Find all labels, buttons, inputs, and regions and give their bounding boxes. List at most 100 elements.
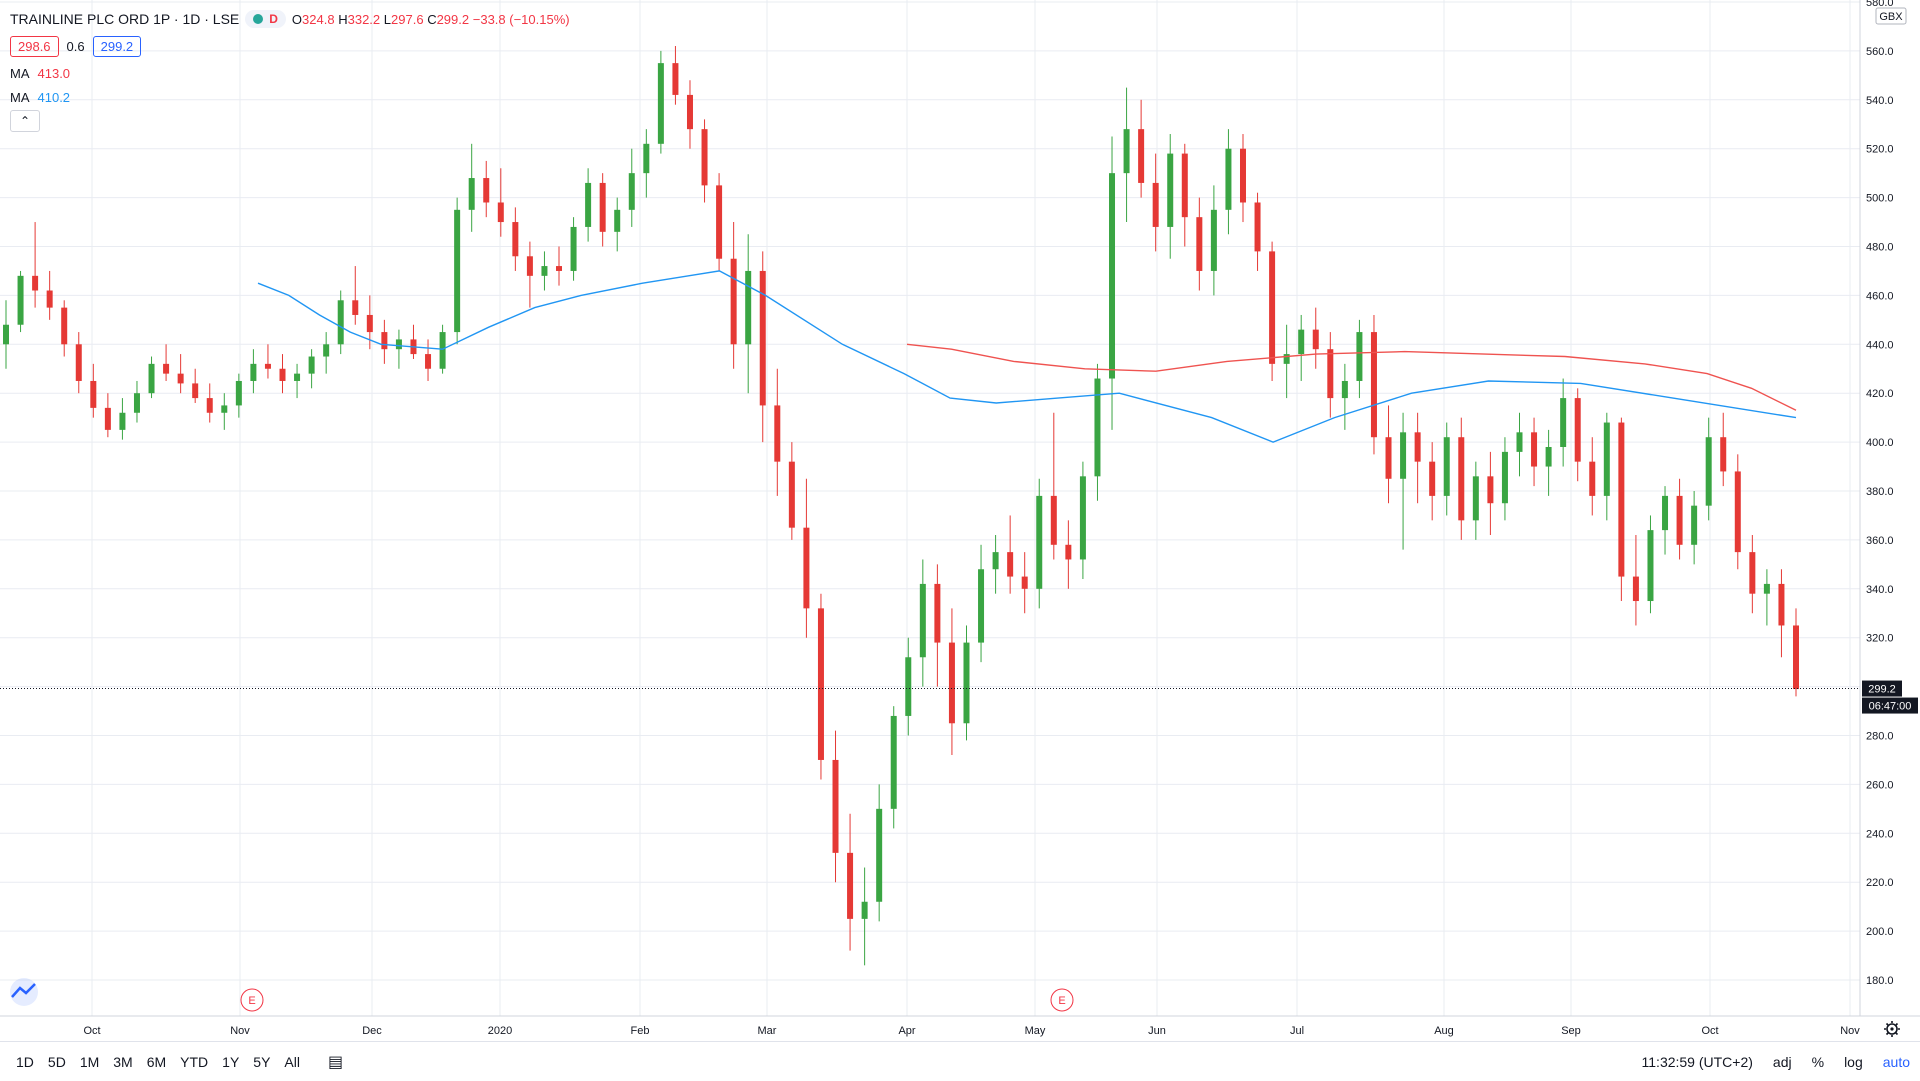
bid-price[interactable]: 298.6 [10,36,59,57]
candle-body [1370,332,1377,438]
candle-body [1516,432,1523,452]
candle-body [192,383,199,399]
candle-body [1152,182,1159,227]
range-5d-button[interactable]: 5D [47,1053,66,1070]
candle-body [817,608,824,760]
candle-body [46,290,53,308]
ma-legend-red[interactable]: MA 413.0 [10,66,71,81]
candle-body [1618,422,1625,577]
time-tick-label: Nov [230,1025,250,1037]
adjust-toggle[interactable]: adj [1772,1053,1792,1070]
last-price-badge [1862,680,1902,697]
earnings-marker[interactable] [1050,988,1074,1012]
percent-scale-toggle[interactable]: % [1811,1053,1825,1070]
candle-body [352,300,359,315]
candle-body [177,373,184,384]
moving-averages-layer [257,270,1797,443]
range-6m-button[interactable]: 6M [146,1053,167,1070]
clock-time[interactable]: 11:32:59 (UTC+2) [1641,1053,1753,1070]
candle-body [1356,332,1363,381]
candle-body [1487,476,1494,504]
candle-body [1662,495,1669,531]
candle-body [1269,251,1276,364]
price-tick-label: 480.0 [1866,242,1894,254]
last-price-line: 299.2 06:47:00 [0,680,1918,714]
candle-body [3,324,9,345]
range-ytd-button[interactable]: YTD [180,1053,209,1070]
candle-body [90,380,97,408]
candle-body [1007,552,1014,577]
market-open-dot-icon [253,14,264,24]
candle-body [425,354,432,369]
candle-body [279,368,286,381]
price-tick-label: 220.0 [1866,877,1894,889]
collapse-legend-button[interactable]: ⌃ [10,110,40,132]
candle-body [1079,476,1086,560]
candle-body [701,129,708,186]
time-tick-label: Dec [362,1025,382,1037]
log-scale-toggle[interactable]: log [1844,1053,1863,1070]
ask-price[interactable]: 299.2 [92,36,142,57]
price-tick-label: 580.0 [1866,0,1894,9]
candle-body [1734,471,1741,553]
ma-legend-blue[interactable]: MA 410.2 [10,90,71,105]
candle-body [759,270,766,406]
candle-body [1531,432,1538,467]
candle-body [774,405,781,462]
range-3m-button[interactable]: 3M [113,1053,133,1070]
range-1y-button[interactable]: 1Y [222,1053,240,1070]
bid-ask-row: 298.6 0.6 299.2 [10,36,142,57]
go-to-date-calendar-icon[interactable]: ▤ [327,1053,344,1071]
currency-badge[interactable]: GBX [1875,7,1907,25]
candle-body [1167,153,1174,227]
candle-body [1749,552,1756,594]
price-tick-label: 520.0 [1866,144,1894,156]
candle-body [1036,495,1043,589]
price-chart[interactable]: 580.0 560.0 540.0 520.0 500.0 480.0 460.0 440.0… [0,0,1920,1041]
price-tick-label: 540.0 [1866,95,1894,107]
range-all-button[interactable]: All [284,1053,300,1070]
candle-body [541,266,548,276]
candle-body [1647,530,1654,602]
candle-body [963,642,970,724]
earnings-marker[interactable] [240,988,264,1012]
candle-body [395,339,402,350]
countdown-label: 06:47:00 [1869,701,1912,713]
currency-label: GBX [1879,11,1903,23]
candle-body [1443,437,1450,496]
candle-body [919,583,926,658]
candle-body [686,94,693,130]
candle-body [1298,329,1305,355]
close-value: 299.2 [436,11,470,27]
candle-body [1545,446,1552,467]
range-1d-button[interactable]: 1D [16,1053,34,1070]
settings-gear-icon[interactable] [1884,1021,1900,1037]
candle-body [803,527,810,609]
candle-body [730,258,737,345]
candle-body [628,173,635,210]
price-tick-label: 360.0 [1866,535,1894,547]
candle-body [1196,217,1203,271]
candle-body [948,642,955,724]
auto-scale-toggle[interactable]: auto [1882,1053,1910,1070]
candle-body [206,398,213,413]
candle-body [104,407,111,430]
time-tick-label: 2020 [488,1025,512,1037]
candle-body [1341,380,1348,399]
market-status-pill[interactable]: D [245,10,286,28]
range-1m-button[interactable]: 1M [79,1053,100,1070]
range-5y-button[interactable]: 5Y [253,1053,271,1070]
candle-body [788,461,795,528]
price-tick-label: 440.0 [1866,339,1894,351]
candle-body [614,209,621,232]
candle-body [483,178,490,203]
price-tick-label: 200.0 [1866,926,1894,938]
symbol-title[interactable]: TRAINLINE PLC ORD 1P · 1D · LSE [10,11,240,27]
candle-body [847,852,854,919]
time-axis: Oct Nov Dec 2020 Feb Mar Apr May Jun Jul Aug Sep Oct… [83,1025,1860,1037]
chevron-up-icon: ⌃ [19,114,31,128]
chart-logo-icon[interactable] [10,978,38,1006]
candle-body [1691,505,1698,545]
candle-body [1429,461,1436,496]
bottom-toolbar: 1D 5D 1M 3M 6M YTD 1Y 5Y All ▤ 11:32:59 … [0,1041,1920,1081]
